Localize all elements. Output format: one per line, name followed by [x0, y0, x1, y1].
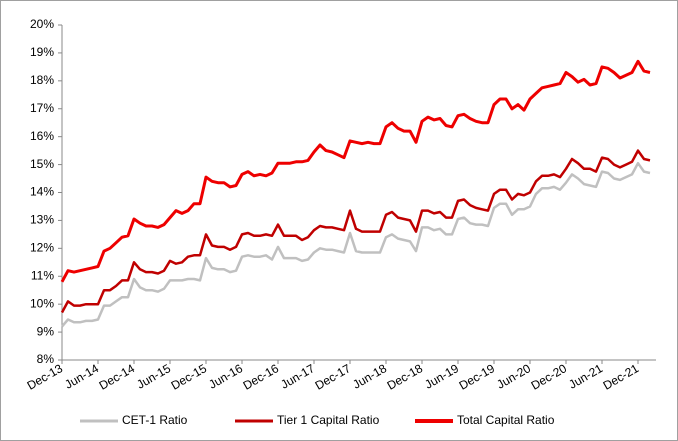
y-tick-label: 17% [30, 101, 54, 115]
series-line [60, 59, 651, 283]
y-tick-label: 19% [30, 45, 54, 59]
y-tick-label: 15% [30, 157, 54, 171]
y-tick-label: 18% [30, 73, 54, 87]
y-tick-label: 11% [31, 268, 54, 282]
y-tick-label: 9% [37, 324, 55, 338]
legend-label: Tier 1 Capital Ratio [277, 413, 380, 427]
series-line [61, 161, 651, 328]
y-tick-label: 10% [30, 296, 54, 310]
legend-label: Total Capital Ratio [457, 413, 555, 427]
y-tick-label: 12% [30, 241, 54, 255]
y-tick-label: 13% [30, 213, 54, 227]
series-line [60, 149, 651, 314]
y-tick-label: 14% [30, 185, 54, 199]
y-tick-label: 20% [30, 17, 54, 31]
y-tick-label: 16% [30, 129, 54, 143]
legend-label: CET-1 Ratio [122, 413, 188, 427]
y-tick-label: 8% [37, 352, 55, 366]
